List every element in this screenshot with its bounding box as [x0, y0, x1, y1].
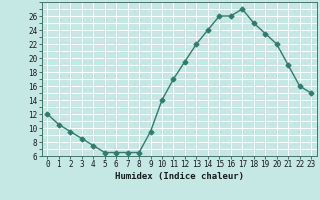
X-axis label: Humidex (Indice chaleur): Humidex (Indice chaleur)	[115, 172, 244, 181]
